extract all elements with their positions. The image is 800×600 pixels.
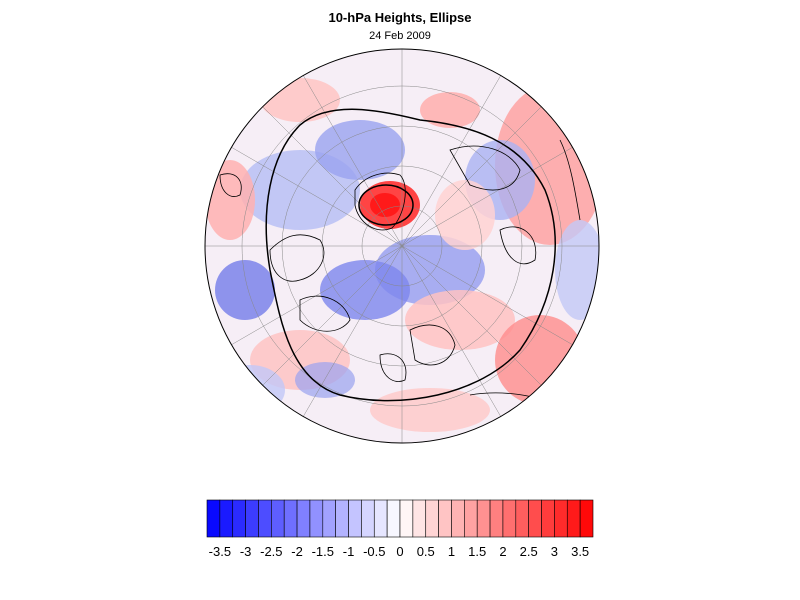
colorbar-tick-label: 0.5 [417,544,435,559]
high-anomaly-contour [358,184,414,226]
colorbar-tick-label: 2 [499,544,506,559]
colorbar-tick-label: -0.5 [363,544,385,559]
colorbar-bin [566,499,581,538]
colorbar-bin [386,499,401,538]
colorbar-bin [541,499,555,538]
colorbar-bin [373,499,388,538]
colorbar-bin [283,499,298,538]
colorbar-tick-label: 3.5 [571,544,589,559]
colorbar-tick-label: 1.5 [468,544,486,559]
colorbar-bin [361,499,375,538]
colorbar-tick-label: 2.5 [520,544,538,559]
colorbar-bin [412,499,427,538]
graticule [205,49,599,443]
colorbar-bin [296,499,311,538]
colorbar-bin [464,499,478,538]
colorbar-bin [425,499,439,538]
colorbar-tick-label: -3.5 [209,544,231,559]
colorbar-bin [322,499,336,538]
figure-subtitle: 24 Feb 2009 [369,30,431,42]
colorbar-bin [258,499,272,538]
colorbar-tick-label: -1 [343,544,355,559]
colorbar-bins [206,499,594,538]
colorbar-bin [528,499,542,538]
figure-title: 10-hPa Heights, Ellipse [328,10,472,25]
colorbar-bin [219,499,234,538]
colorbar-tick-label: 0 [396,544,403,559]
colorbar-tick-label: 1 [448,544,455,559]
colorbar-bin [309,499,324,538]
colorbar-bin [451,499,465,538]
colorbar-bin [335,499,349,538]
colorbar-tick-label: -3 [240,544,252,559]
colorbar-tick-label: -2 [291,544,303,559]
colorbar-bin [245,499,259,538]
colorbar-bin [476,499,491,538]
colorbar-ticks: -3.5 -3 -2.5 -2 -1.5 -1 -0.5 0 0.5 1 1.5 2 2.5 3 3.5 [209,544,590,559]
ellipse-contour [265,108,556,402]
colorbar-bin [232,499,246,538]
colorbar-tick-label: -2.5 [260,544,282,559]
colorbar-bin [206,499,221,538]
colorbar-bin [348,499,362,538]
colorbar-bin [271,499,285,538]
colorbar-bin [399,499,414,538]
colorbar-bin [502,499,517,538]
colorbar-tick-label: 3 [551,544,558,559]
globe-outline [204,48,600,444]
colorbar-bin [579,499,594,538]
colorbar-bin [515,499,529,538]
colorbar-bin [489,499,504,538]
colorbar-tick-label: -1.5 [312,544,334,559]
colorbar-bin [554,499,568,538]
colorbar-bin [438,499,452,538]
